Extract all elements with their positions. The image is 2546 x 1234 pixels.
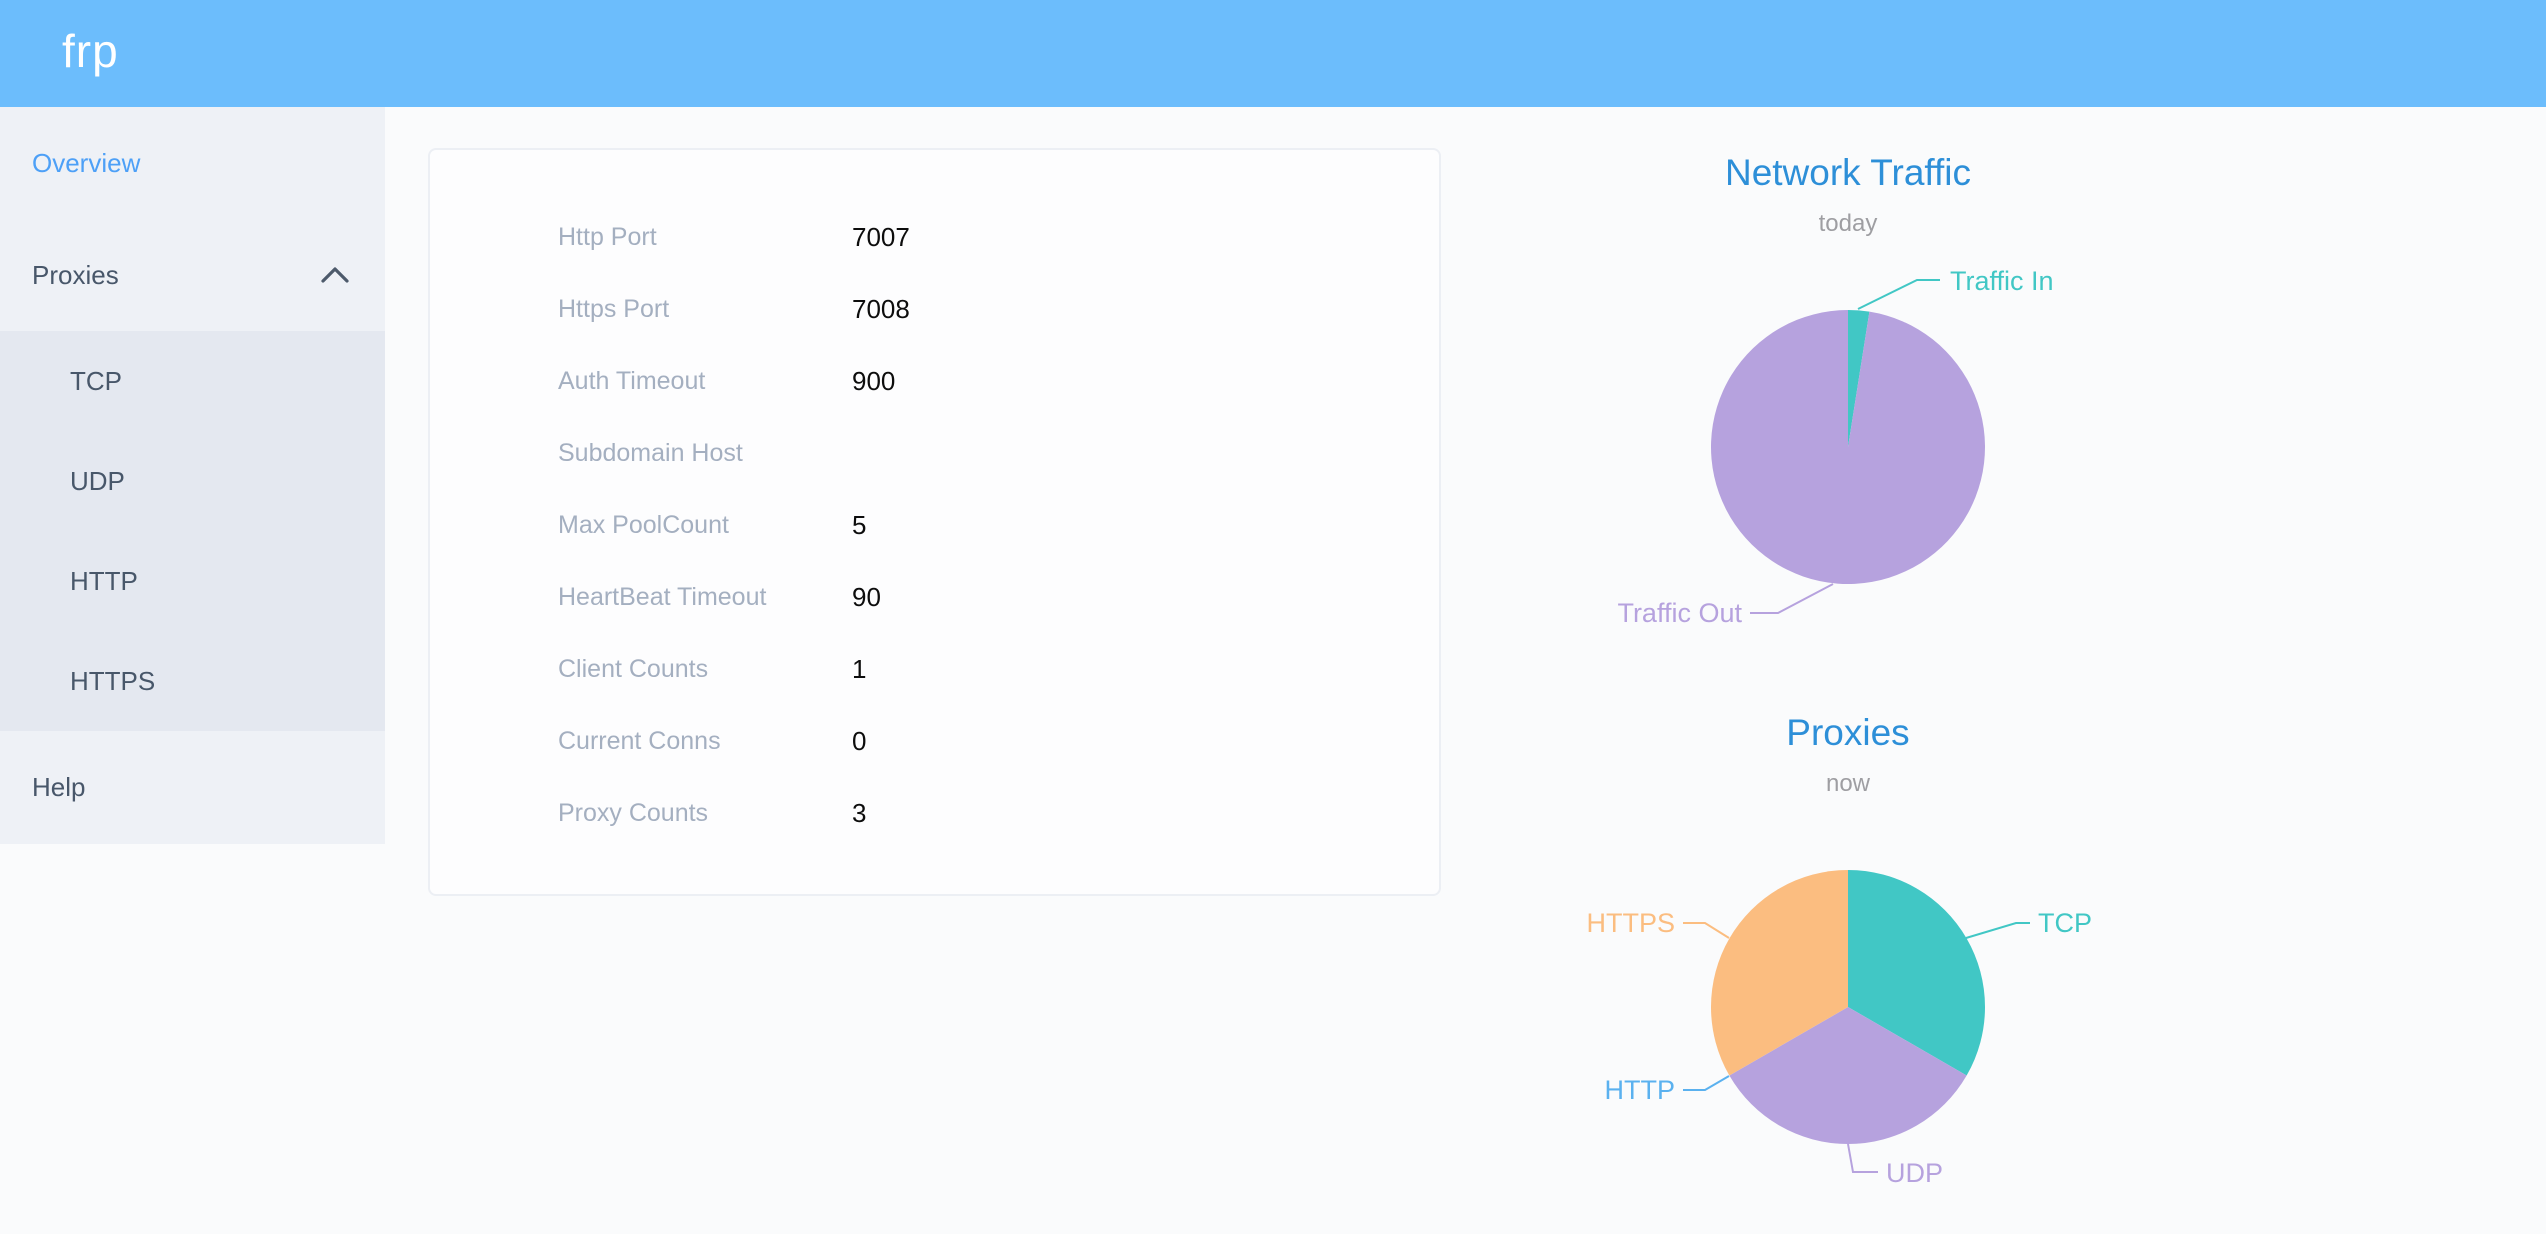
- pie-charts-canvas: Traffic In Traffic Out TCP UDP HTTP HTTPS: [1586, 266, 2092, 1188]
- sidebar-item-proxies[interactable]: Proxies: [0, 219, 385, 331]
- config-label: Https Port: [558, 294, 670, 323]
- sidebar-item-proxies-label: Proxies: [32, 259, 119, 290]
- sidebar-item-http-label: HTTP: [70, 565, 138, 596]
- config-row-proxy-counts: Proxy Counts 3: [430, 777, 1439, 849]
- config-row-subdomain-host: Subdomain Host: [430, 417, 1439, 489]
- pie-label-line-http: [1683, 1075, 1730, 1091]
- pie-slice-traffic-out[interactable]: [1711, 310, 1985, 584]
- frp-logo: frp: [62, 25, 119, 77]
- config-row-http-port: Http Port 7007: [430, 201, 1439, 273]
- pie-slice-traffic-in[interactable]: [1848, 310, 1870, 447]
- sidebar-item-help-label: Help: [32, 772, 86, 802]
- config-label: Current Conns: [558, 726, 721, 755]
- chevron-up-icon: [321, 267, 349, 283]
- config-value: 7007: [852, 221, 910, 252]
- pie-slice-https[interactable]: [1711, 870, 1848, 1076]
- network-traffic-chart-subtitle: today: [1818, 210, 1878, 237]
- config-label: Proxy Counts: [558, 798, 709, 827]
- config-row-auth-timeout: Auth Timeout 900: [430, 345, 1439, 417]
- network-traffic-chart-title: Network Traffic: [1724, 152, 1972, 193]
- config-value: 5: [852, 509, 867, 540]
- proxies-submenu: TCP UDP HTTP HTTPS: [0, 331, 385, 731]
- pie-label-line-https: [1683, 922, 1730, 939]
- pie-label-line-udp: [1847, 1143, 1878, 1173]
- sidebar-item-udp-label: UDP: [70, 465, 125, 496]
- config-value: 0: [852, 725, 867, 756]
- config-value: 90: [852, 581, 881, 612]
- config-label: Subdomain Host: [558, 438, 743, 467]
- config-label: Auth Timeout: [558, 366, 706, 395]
- pie-label-https: HTTPS: [1586, 908, 1675, 938]
- config-label: Client Counts: [558, 654, 709, 683]
- proxies-chart-title: Proxies: [1786, 712, 1910, 753]
- config-row-max-poolcount: Max PoolCount 5: [430, 489, 1439, 561]
- config-row-https-port: Https Port 7008: [430, 273, 1439, 345]
- config-value: 1: [852, 653, 867, 684]
- config-label: HeartBeat Timeout: [558, 582, 767, 611]
- app-header: frp: [0, 0, 2546, 107]
- config-label: Http Port: [558, 222, 657, 251]
- sidebar-item-help[interactable]: Help: [0, 731, 385, 844]
- sidebar-item-overview[interactable]: Overview: [0, 107, 385, 219]
- config-label: Max PoolCount: [558, 510, 729, 539]
- pie-label-traffic-in: Traffic In: [1950, 266, 2054, 296]
- sidebar-item-udp[interactable]: UDP: [0, 431, 385, 531]
- sidebar-item-https[interactable]: HTTPS: [0, 631, 385, 731]
- config-row-heartbeat-timeout: HeartBeat Timeout 90: [430, 561, 1439, 633]
- pie-label-udp: UDP: [1886, 1158, 1943, 1188]
- pie-label-traffic-out: Traffic Out: [1617, 598, 1742, 628]
- pie-label-line-traffic-in: [1857, 279, 1940, 310]
- config-row-current-conns: Current Conns 0: [430, 705, 1439, 777]
- config-value: 900: [852, 365, 896, 396]
- sidebar-item-tcp[interactable]: TCP: [0, 331, 385, 431]
- config-value: 3: [852, 797, 867, 828]
- pie-label-tcp: TCP: [2038, 908, 2092, 938]
- server-config-card: Http Port 7007 Https Port 7008 Auth Time…: [428, 148, 1441, 896]
- sidebar-item-https-label: HTTPS: [70, 665, 156, 696]
- pie-label-http: HTTP: [1605, 1075, 1676, 1105]
- config-value: 7008: [852, 293, 910, 324]
- pie-label-line-traffic-out: [1750, 583, 1834, 614]
- sidebar-item-tcp-label: TCP: [70, 365, 122, 396]
- proxies-chart-subtitle: now: [1825, 770, 1871, 797]
- sidebar-item-overview-label: Overview: [32, 147, 141, 178]
- config-row-client-counts: Client Counts 1: [430, 633, 1439, 705]
- sidebar: Overview Proxies TCP UDP HTTP HTTPS Help: [0, 107, 385, 844]
- pie-slice-tcp[interactable]: [1848, 870, 1986, 1076]
- pie-label-line-tcp: [1965, 922, 2030, 939]
- sidebar-item-http[interactable]: HTTP: [0, 531, 385, 631]
